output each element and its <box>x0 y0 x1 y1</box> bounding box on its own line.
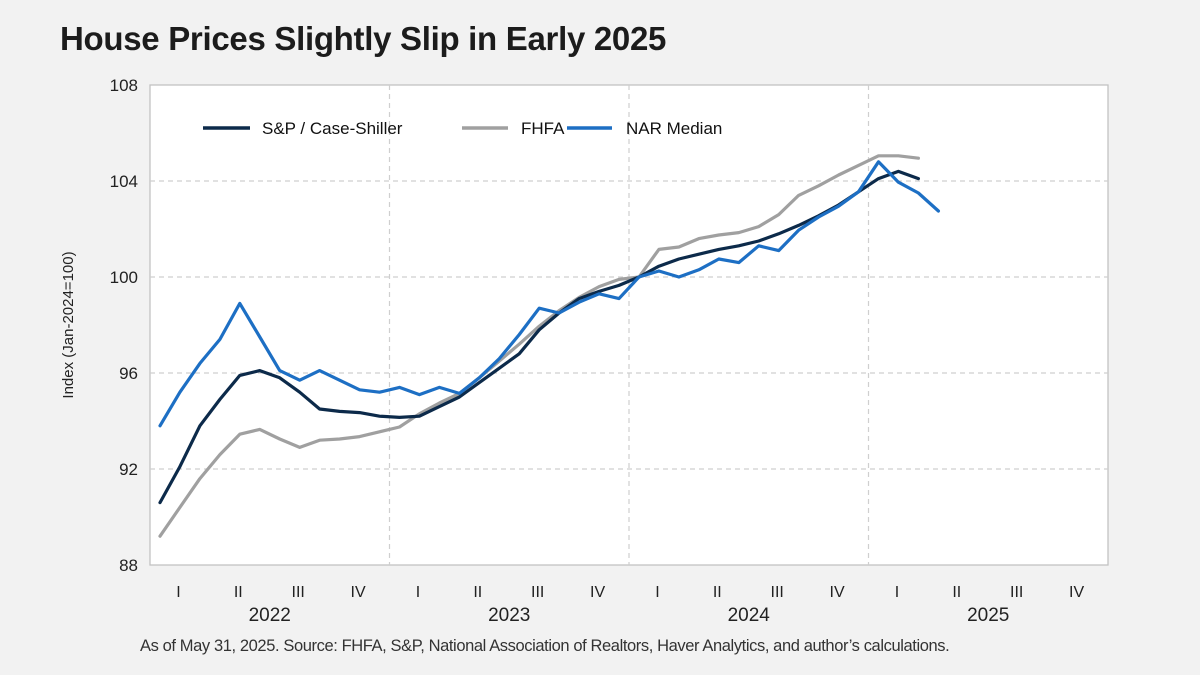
x-year-label: 2022 <box>249 605 291 626</box>
y-tick-label: 100 <box>110 268 138 287</box>
x-year-label: 2025 <box>967 605 1009 626</box>
y-axis-label: Index (Jan-2024=100) <box>60 251 77 398</box>
series-line-s-p-case-shiller <box>158 169 920 505</box>
x-quarter-label: II <box>473 584 482 601</box>
x-quarter-label: I <box>895 584 899 601</box>
x-quarter-label: III <box>292 584 305 601</box>
x-quarter-label: I <box>176 584 180 601</box>
series-line-fhfa <box>158 154 920 538</box>
x-quarter-label: III <box>771 584 784 601</box>
x-quarter-label: II <box>234 584 243 601</box>
x-quarter-label: IV <box>351 584 366 601</box>
series-line-nar-median <box>158 160 940 428</box>
x-quarter-label: III <box>531 584 544 601</box>
x-quarter-label: I <box>655 584 659 601</box>
y-tick-label: 96 <box>119 364 138 383</box>
legend: S&P / Case-Shiller FHFA NAR Median <box>203 119 722 138</box>
source-note: As of May 31, 2025. Source: FHFA, S&P, N… <box>140 637 950 655</box>
x-quarter-label: II <box>952 584 961 601</box>
x-quarter-label: IV <box>830 584 845 601</box>
legend-label: FHFA <box>521 119 565 138</box>
x-quarter-label: IV <box>1069 584 1084 601</box>
y-tick-labels: 88 92 96 100 104 108 <box>110 76 138 575</box>
x-quarter-label: III <box>1010 584 1023 601</box>
x-year-label: 2023 <box>488 605 530 626</box>
y-tick-label: 92 <box>119 460 138 479</box>
legend-label: S&P / Case-Shiller <box>262 119 403 138</box>
series-lines <box>158 154 940 538</box>
chart-title: House Prices Slightly Slip in Early 2025 <box>60 20 667 57</box>
y-tick-label: 88 <box>119 556 138 575</box>
y-tick-label: 104 <box>110 172 138 191</box>
x-year-label: 2024 <box>728 605 771 626</box>
legend-label: NAR Median <box>626 119 722 138</box>
x-quarter-label: I <box>416 584 420 601</box>
y-tick-label: 108 <box>110 76 138 95</box>
x-quarter-label: II <box>713 584 722 601</box>
x-quarter-label: IV <box>590 584 605 601</box>
